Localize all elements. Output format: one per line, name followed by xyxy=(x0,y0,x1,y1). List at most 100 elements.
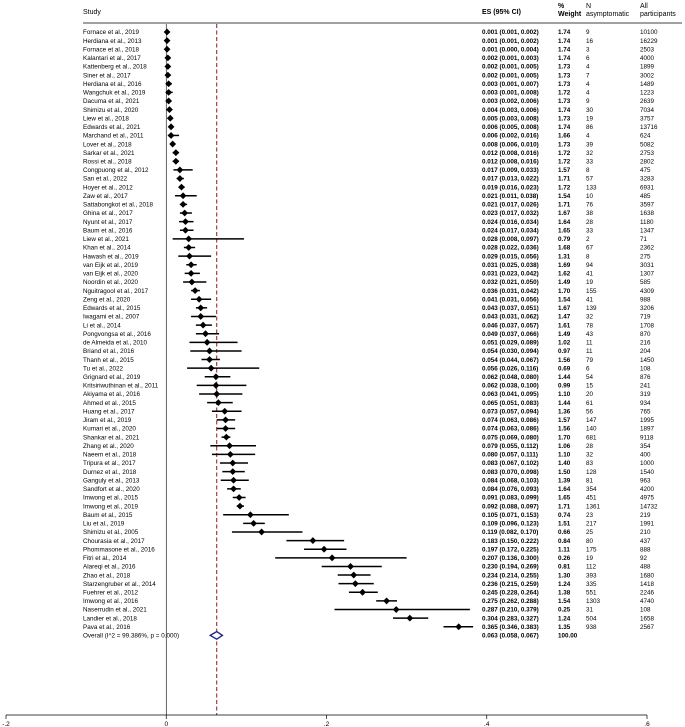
n-asymptomatic-value: 28 xyxy=(586,219,594,226)
n-asymptomatic-value: 86 xyxy=(586,124,594,131)
study-label: Lover et al., 2018 xyxy=(83,141,132,148)
effect-size-marker xyxy=(392,606,400,613)
all-participants-value: 1450 xyxy=(640,357,655,364)
study-label: Fornace et al., 2018 xyxy=(83,46,140,53)
effect-size-marker xyxy=(229,468,237,476)
study-label: Nyunt et al., 2017 xyxy=(83,219,133,226)
n-asymptomatic-value: 83 xyxy=(586,460,594,467)
weight-value: 0.69 xyxy=(558,365,571,372)
all-participants-value: 988 xyxy=(640,296,651,303)
all-participants-value: 13716 xyxy=(640,124,658,131)
study-label: Naserrudin et al., 2021 xyxy=(83,607,147,614)
weight-value: 1.72 xyxy=(558,90,571,97)
study-label: Durnez et al., 2018 xyxy=(83,469,137,476)
study-label: van Eijk et al., 2020 xyxy=(83,271,138,278)
study-row: Naserrudin et al., 2021 0.287 (0.210, 0.3… xyxy=(83,606,651,614)
es-ci-value: 0.079 (0.055, 0.112) xyxy=(482,443,538,450)
n-asymptomatic-value: 19 xyxy=(586,279,594,286)
all-participants-value: 1680 xyxy=(640,572,655,579)
all-participants-value: 3757 xyxy=(640,115,655,122)
es-ci-value: 0.083 (0.070, 0.098) xyxy=(482,469,539,476)
n-asymptomatic-value: 41 xyxy=(586,271,594,278)
weight-value: 1.57 xyxy=(558,417,571,424)
n-asymptomatic-value: 1303 xyxy=(586,598,601,605)
n-asymptomatic-value: 15 xyxy=(586,383,594,390)
study-label: Fuehrer et al., 2012 xyxy=(83,590,138,597)
study-label: Ghina et al., 2017 xyxy=(83,210,133,217)
study-label: Hawash et al., 2019 xyxy=(83,253,139,260)
n-column-header-line1: N xyxy=(586,3,591,10)
es-ci-value: 0.080 (0.057, 0.111) xyxy=(482,452,538,459)
all-participants-value: 1347 xyxy=(640,227,655,234)
effect-size-marker xyxy=(235,494,243,501)
study-row: Fuehrer et al., 2012 0.245 (0.228, 0.264)… xyxy=(83,588,655,597)
study-row: Tripura et al., 2017 0.083 (0.067, 0.102)… xyxy=(83,459,655,467)
es-ci-value: 0.245 (0.228, 0.264) xyxy=(482,590,539,597)
effect-size-marker xyxy=(167,123,175,131)
weight-value: 1.62 xyxy=(558,271,571,278)
study-row: Nguitragool et al., 2017 0.036 (0.031, 0.… xyxy=(83,287,655,295)
weight-value: 1.36 xyxy=(558,408,571,415)
weight-value: 1.73 xyxy=(558,64,571,71)
effect-size-marker xyxy=(309,537,317,544)
study-row: Fornace et al., 2018 0.001 (0.000, 0.004)… xyxy=(83,45,655,53)
es-ci-value: 0.003 (0.001, 0.008) xyxy=(482,90,539,97)
study-label: Liew et al., 2018 xyxy=(83,115,129,122)
study-row: Siner et al., 2017 0.002 (0.001, 0.005) 1.… xyxy=(83,71,655,79)
es-ci-value: 0.236 (0.215, 0.259) xyxy=(482,581,539,588)
effect-size-marker xyxy=(188,278,196,286)
es-ci-value: 0.275 (0.262, 0.288) xyxy=(482,598,539,605)
n-asymptomatic-value: 79 xyxy=(586,357,594,364)
all-participants-value: 3031 xyxy=(640,262,655,269)
weight-value: 1.68 xyxy=(558,245,571,252)
study-row: Imwong et al., 2015 0.091 (0.083, 0.099) 1… xyxy=(83,494,655,502)
weight-value: 0.25 xyxy=(558,607,571,614)
n-asymptomatic-value: 30 xyxy=(586,107,594,114)
es-ci-value: 0.197 (0.172, 0.225) xyxy=(482,546,539,553)
all-participants-value: 963 xyxy=(640,477,651,484)
study-label: Pongvongsa et al., 2016 xyxy=(83,331,151,338)
weight-value: 0.79 xyxy=(558,236,571,243)
weight-value: 1.47 xyxy=(558,314,571,321)
effect-size-marker xyxy=(165,88,173,96)
es-ci-value: 0.003 (0.001, 0.007) xyxy=(482,81,539,88)
all-participants-value: 4200 xyxy=(640,486,655,493)
es-ci-value: 0.074 (0.063, 0.086) xyxy=(482,417,539,424)
study-row: Pava et al., 2016 0.365 (0.346, 0.383) 1.3… xyxy=(83,623,655,631)
weight-value: 1.35 xyxy=(558,624,571,631)
study-row: Zaw et al., 2017 0.021 (0.011, 0.038) 1.54… xyxy=(83,192,651,200)
effect-size-marker xyxy=(163,37,171,45)
all-participants-value: 1658 xyxy=(640,615,655,622)
study-row: Sattabongkot et al., 2018 0.021 (0.017, 0… xyxy=(83,201,655,209)
es-ci-value: 0.073 (0.057, 0.094) xyxy=(482,408,539,415)
study-row: Zhao et al., 2018 0.234 (0.214, 0.255) 1.3… xyxy=(83,571,655,579)
weight-value: 1.64 xyxy=(558,486,571,493)
n-asymptomatic-value: 681 xyxy=(586,434,597,441)
weight-value: 1.54 xyxy=(558,598,571,605)
effect-size-marker xyxy=(214,399,222,407)
n-asymptomatic-value: 8 xyxy=(586,253,590,260)
x-tick-label: .6 xyxy=(644,721,650,727)
study-row: Baum et al., 2015 0.105 (0.071, 0.153) 0.7… xyxy=(83,511,651,519)
es-ci-value: 0.092 (0.088, 0.097) xyxy=(482,503,539,510)
es-ci-value: 0.109 (0.096, 0.123) xyxy=(482,521,539,528)
study-row: Kattenberg et al., 2018 0.002 (0.001, 0.0… xyxy=(83,63,655,71)
es-ci-value: 0.084 (0.076, 0.093) xyxy=(482,486,539,493)
study-row: Liew et al., 2021 0.028 (0.008, 0.097) 0.7… xyxy=(83,235,648,243)
study-label: van Eijk et al., 2019 xyxy=(83,262,138,269)
study-row: Hoyer et al., 2012 0.019 (0.016, 0.023) 1.… xyxy=(83,183,655,191)
weight-value: 1.54 xyxy=(558,296,571,303)
es-ci-value: 0.003 (0.002, 0.006) xyxy=(482,98,539,105)
n-asymptomatic-value: 133 xyxy=(586,184,597,191)
effect-size-marker xyxy=(206,356,213,363)
study-row: Liew et al., 2018 0.005 (0.003, 0.008) 1.7… xyxy=(83,114,655,122)
effect-size-marker xyxy=(351,580,359,588)
study-label: de Almeida et al., 2010 xyxy=(83,340,148,347)
es-ci-value: 0.002 (0.001, 0.005) xyxy=(482,72,539,79)
es-ci-value: 0.041 (0.031, 0.056) xyxy=(482,296,539,303)
n-asymptomatic-value: 25 xyxy=(586,529,594,536)
study-label: Landier et al., 2018 xyxy=(83,615,137,622)
weight-value: 1.71 xyxy=(558,503,571,510)
es-ci-value: 0.005 (0.003, 0.008) xyxy=(482,115,539,122)
weight-value: 1.74 xyxy=(558,124,571,131)
